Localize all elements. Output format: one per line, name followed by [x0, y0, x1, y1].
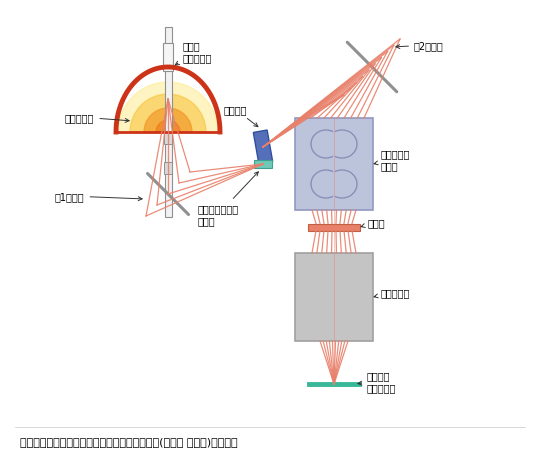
Text: コンデンサレンズが使われている投影露光装置(ウシオ 電機製)の光学系: コンデンサレンズが使われている投影露光装置(ウシオ 電機製)の光学系 — [20, 436, 238, 446]
Wedge shape — [156, 121, 180, 133]
Text: コンデンサ
レンズ: コンデンサ レンズ — [374, 149, 410, 171]
Text: 楕円集光鏡: 楕円集光鏡 — [65, 113, 129, 123]
Text: 投影レンズ: 投影レンズ — [374, 288, 410, 298]
Text: 超高圧
水銀ランプ: 超高圧 水銀ランプ — [176, 41, 212, 66]
Bar — [164, 133, 172, 145]
Bar — [254, 161, 272, 169]
Text: シャッタ: シャッタ — [223, 105, 258, 127]
Bar — [308, 224, 360, 231]
Wedge shape — [130, 95, 206, 133]
Text: マスク: マスク — [361, 217, 386, 228]
Bar — [164, 162, 172, 175]
Text: インテグレータ
レンズ: インテグレータ レンズ — [198, 172, 258, 225]
Wedge shape — [118, 83, 218, 133]
Text: 第1平面鏡: 第1平面鏡 — [55, 192, 142, 202]
Wedge shape — [144, 109, 192, 133]
Bar — [295, 119, 373, 211]
Polygon shape — [253, 131, 273, 165]
Bar — [163, 44, 173, 72]
Bar — [295, 253, 373, 341]
Text: 第2平面鏡: 第2平面鏡 — [396, 41, 444, 51]
Text: ワーク面
（露光面）: ワーク面 （露光面） — [358, 370, 396, 392]
Bar — [165, 28, 172, 217]
